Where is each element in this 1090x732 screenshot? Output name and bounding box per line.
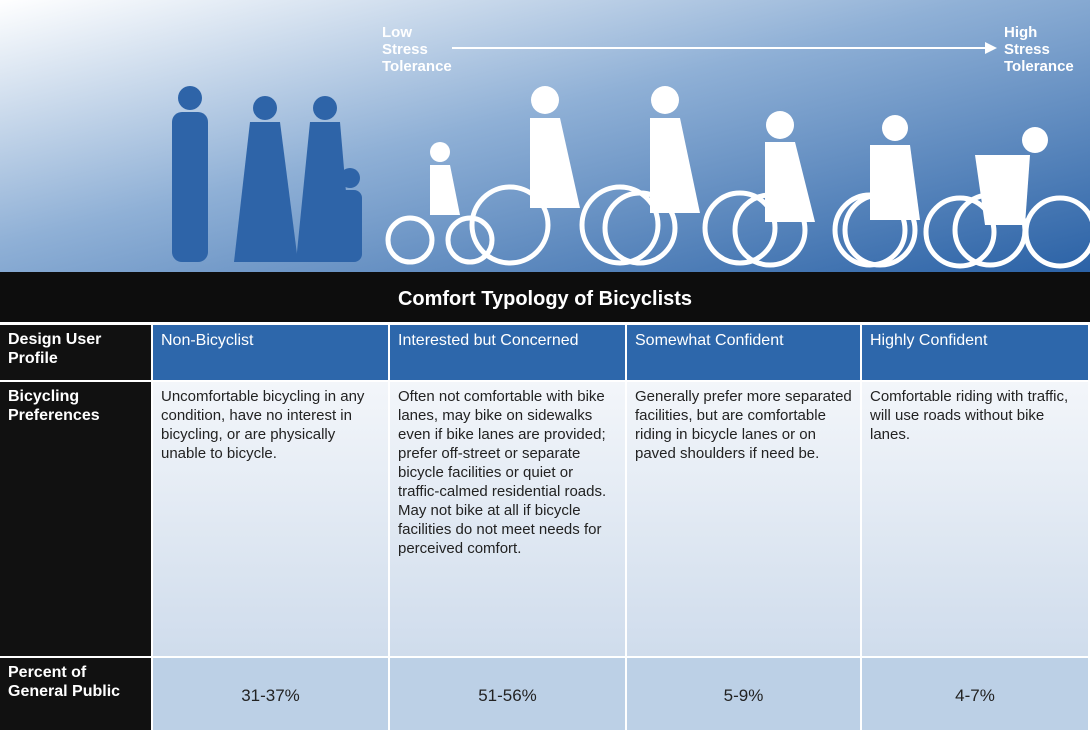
row-label: Bicycling Preferences <box>0 382 153 658</box>
table-cell: Interested but Concerned <box>390 325 627 382</box>
table-cell: Non-Bicyclist <box>153 325 390 382</box>
label-line: Stress <box>382 41 428 58</box>
label-line: Stress <box>1004 41 1050 58</box>
table-cell: Generally prefer more separated faciliti… <box>627 382 862 658</box>
illustration <box>0 0 1090 272</box>
title: Comfort Typology of Bicyclists <box>397 288 693 310</box>
title-bar: Comfort Typology of Bicyclists <box>0 272 1090 325</box>
label-line: Tolerance <box>1004 58 1074 75</box>
table-cell: 51-56% <box>390 658 627 732</box>
low-stress-label: Low Stress Tolerance <box>382 24 452 75</box>
table-cell: Uncomfortable bicycling in any condition… <box>153 382 390 658</box>
table-cell: Highly Confident <box>862 325 1090 382</box>
high-stress-label: High Stress Tolerance <box>1004 24 1074 75</box>
label-line: Tolerance <box>382 58 452 75</box>
table-cell: 31-37% <box>153 658 390 732</box>
table-cell: Often not comfortable with bike lanes, m… <box>390 382 627 658</box>
table-cell: Somewhat Confident <box>627 325 862 382</box>
label-line: Low <box>382 24 412 41</box>
row-label: Percent of General Public <box>0 658 153 732</box>
table-cell: Comfortable riding with traffic, will us… <box>862 382 1090 658</box>
table-cell: 5-9% <box>627 658 862 732</box>
label-line: High <box>1004 24 1038 41</box>
row-label: Design User Profile <box>0 325 153 382</box>
table-cell: 4-7% <box>862 658 1090 732</box>
